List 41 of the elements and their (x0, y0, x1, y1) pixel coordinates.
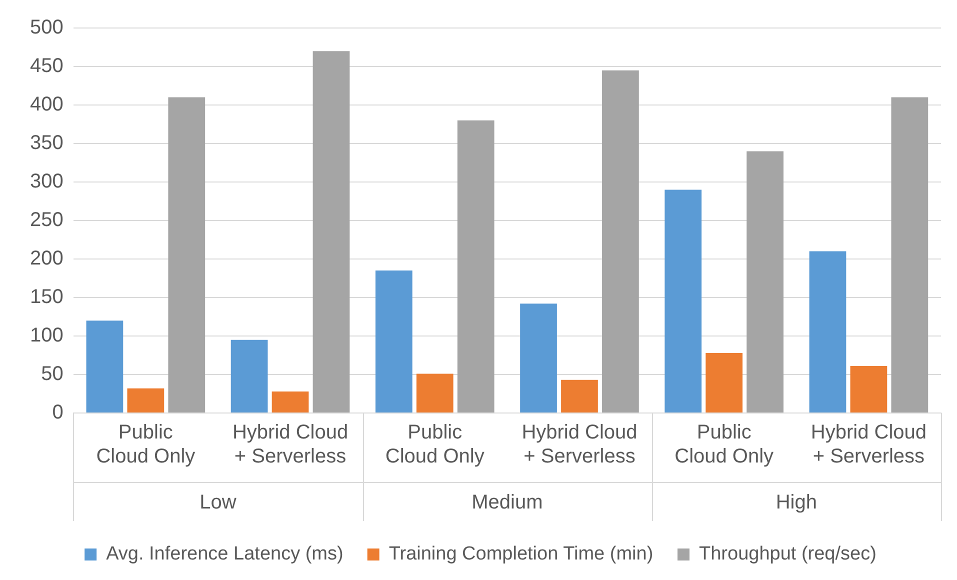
y-tick-label: 350 (30, 132, 64, 154)
legend-label: Training Completion Time (min) (388, 544, 654, 565)
bar (375, 270, 412, 412)
y-tick-label: 450 (30, 55, 64, 78)
text: High (776, 492, 817, 514)
bar (168, 97, 206, 412)
bar (664, 190, 702, 412)
bar (706, 352, 743, 412)
y-tick-label: 500 (30, 16, 64, 39)
y-tick-label: 0 (52, 402, 64, 424)
x-tick-label: Public Cloud Only (385, 422, 484, 468)
y-tick-label: 50 (41, 363, 64, 386)
y-tick-label: 200 (30, 248, 64, 270)
text: Medium (472, 492, 543, 514)
y-tick-label: 250 (30, 209, 64, 232)
x-tick-label: Public Cloud Only (96, 422, 196, 468)
bar (416, 374, 454, 412)
bar (561, 380, 598, 412)
x-tick-label: Hybrid Cloud + Serverless (232, 422, 348, 468)
y-tick-label: 150 (30, 286, 64, 308)
bar (312, 51, 350, 412)
bar (86, 320, 124, 412)
x-tick-label: Public Cloud Only (674, 422, 774, 468)
bar (272, 391, 309, 412)
legend-label: Throughput (req/sec) (699, 544, 876, 565)
y-tick-label: 100 (30, 324, 64, 347)
bar (891, 97, 928, 412)
bar (746, 151, 784, 412)
bar (850, 366, 888, 412)
bar (520, 304, 557, 412)
bar (602, 70, 639, 412)
bar (809, 251, 846, 412)
bar (230, 340, 268, 412)
legend-label: Avg. Inference Latency (ms) (106, 544, 344, 565)
y-tick-label: 400 (30, 94, 64, 116)
bar (457, 120, 494, 412)
y-tick-label: 300 (30, 170, 64, 193)
x-tick-label: Hybrid Cloud + Serverless (810, 422, 926, 468)
text: Low (200, 492, 237, 514)
bar (127, 388, 164, 412)
x-tick-label: Hybrid Cloud + Serverless (522, 422, 638, 468)
